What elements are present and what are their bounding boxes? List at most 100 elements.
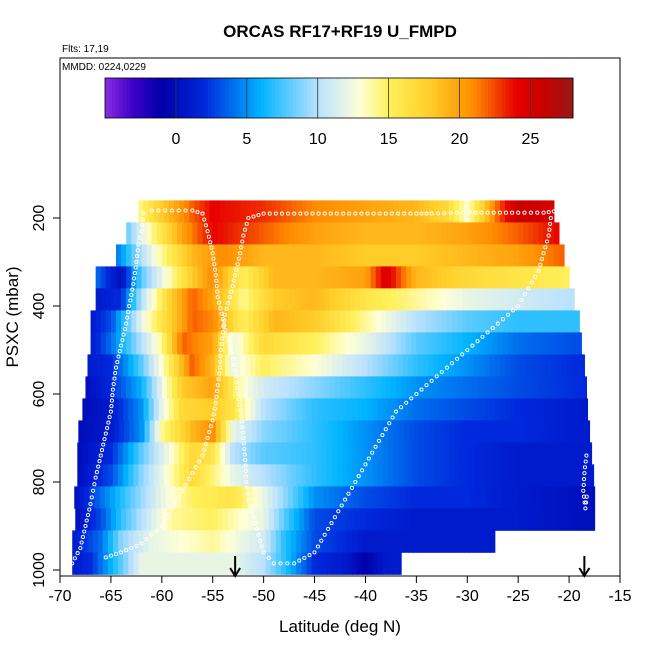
heatmap-cell bbox=[502, 288, 509, 311]
heatmap-cell bbox=[182, 222, 188, 245]
track-point bbox=[546, 233, 551, 238]
heatmap-cell bbox=[321, 552, 328, 575]
heatmap-cell bbox=[233, 288, 239, 311]
heatmap-cell bbox=[418, 354, 425, 377]
heatmap-cell bbox=[558, 376, 565, 399]
heatmap-cell bbox=[278, 376, 285, 399]
track-point bbox=[238, 251, 243, 256]
heatmap-cell bbox=[426, 288, 433, 311]
track-point bbox=[224, 333, 229, 338]
heatmap-cell bbox=[136, 310, 143, 333]
heatmap-cell bbox=[304, 222, 311, 245]
heatmap-cell bbox=[197, 222, 204, 245]
heatmap-cell bbox=[209, 530, 216, 553]
colorbar-cell bbox=[161, 78, 166, 118]
heatmap-cell bbox=[470, 420, 477, 443]
heatmap-cell bbox=[212, 332, 219, 355]
track-point bbox=[141, 211, 146, 216]
heatmap-cell bbox=[207, 244, 214, 267]
heatmap-cell bbox=[545, 354, 552, 377]
colorbar-cell bbox=[122, 78, 127, 118]
heatmap-cell bbox=[179, 200, 185, 223]
heatmap-cell bbox=[520, 442, 526, 465]
track-point bbox=[360, 468, 365, 473]
colorbar-cell bbox=[406, 78, 411, 118]
track-point bbox=[226, 301, 231, 306]
heatmap-cell bbox=[387, 354, 394, 377]
colorbar-cell bbox=[477, 78, 482, 118]
heatmap-cell bbox=[165, 486, 172, 509]
heatmap-cell bbox=[131, 288, 137, 311]
track-point bbox=[259, 544, 264, 549]
heatmap-cell bbox=[452, 310, 458, 333]
heatmap-cell bbox=[415, 486, 422, 509]
track-point bbox=[169, 208, 175, 213]
track-point bbox=[105, 426, 110, 431]
track-point bbox=[225, 339, 231, 344]
heatmap-cell bbox=[224, 354, 231, 377]
x-tick-label: -55 bbox=[201, 588, 224, 605]
heatmap-cell bbox=[228, 244, 234, 267]
colorbar-cell bbox=[218, 78, 223, 118]
heatmap-cell bbox=[530, 464, 537, 487]
heatmap-cell bbox=[416, 288, 423, 311]
heatmap-cell bbox=[459, 398, 465, 421]
track-point bbox=[548, 215, 553, 221]
heatmap-cell bbox=[95, 376, 102, 399]
heatmap-cell bbox=[121, 244, 127, 267]
colorbar-cell bbox=[328, 78, 333, 118]
heatmap-cell bbox=[457, 244, 463, 267]
heatmap-cell bbox=[215, 420, 222, 443]
heatmap-cell bbox=[425, 486, 432, 509]
track-point bbox=[233, 368, 238, 373]
y-tick-label: 1000 bbox=[31, 552, 48, 588]
heatmap-cell bbox=[370, 508, 377, 531]
colorbar-cell bbox=[537, 78, 542, 118]
heatmap-cell bbox=[202, 266, 209, 289]
heatmap-cell bbox=[275, 442, 282, 465]
heatmap-cell bbox=[431, 332, 438, 355]
track-point bbox=[91, 488, 96, 493]
heatmap-cell bbox=[156, 508, 163, 531]
y-tick-label: 600 bbox=[31, 381, 48, 408]
heatmap-cell bbox=[314, 376, 321, 399]
colorbar-cell bbox=[303, 78, 308, 118]
track-point bbox=[373, 444, 378, 449]
heatmap-cell bbox=[329, 266, 336, 289]
heatmap-cell bbox=[423, 530, 430, 553]
colorbar-cell bbox=[300, 78, 305, 118]
heatmap-cell bbox=[182, 508, 188, 531]
heatmap-cell bbox=[82, 530, 89, 553]
track-point bbox=[102, 437, 107, 442]
track-point bbox=[127, 303, 132, 309]
heatmap-cell bbox=[513, 310, 519, 333]
heatmap-cell bbox=[273, 332, 280, 355]
track-point bbox=[108, 409, 113, 414]
heatmap-cell bbox=[342, 442, 348, 465]
heatmap-cell bbox=[270, 464, 277, 487]
heatmap-cell bbox=[268, 310, 275, 333]
heatmap-cell bbox=[482, 266, 489, 289]
heatmap-cell bbox=[365, 332, 372, 355]
heatmap-cell bbox=[571, 354, 577, 377]
track-point bbox=[485, 330, 490, 335]
heatmap-cell bbox=[133, 552, 139, 575]
track-point bbox=[222, 322, 227, 327]
heatmap-cell bbox=[107, 552, 114, 575]
heatmap-cell bbox=[151, 222, 158, 245]
heatmap-cell bbox=[392, 464, 399, 487]
heatmap-cell bbox=[479, 398, 486, 421]
heatmap-cell bbox=[406, 288, 412, 311]
heatmap-cell bbox=[421, 244, 428, 267]
heatmap-cell bbox=[375, 332, 382, 355]
track-point bbox=[113, 371, 118, 376]
heatmap-cell bbox=[222, 266, 229, 289]
y-tick-label: 400 bbox=[31, 293, 48, 320]
heatmap-cell bbox=[280, 442, 287, 465]
heatmap-cell bbox=[260, 552, 267, 575]
heatmap-cell bbox=[187, 288, 193, 311]
heatmap-cell bbox=[83, 420, 90, 443]
heatmap-cell bbox=[123, 442, 129, 465]
heatmap-cell bbox=[126, 222, 132, 245]
colorbar-cell bbox=[399, 78, 404, 118]
